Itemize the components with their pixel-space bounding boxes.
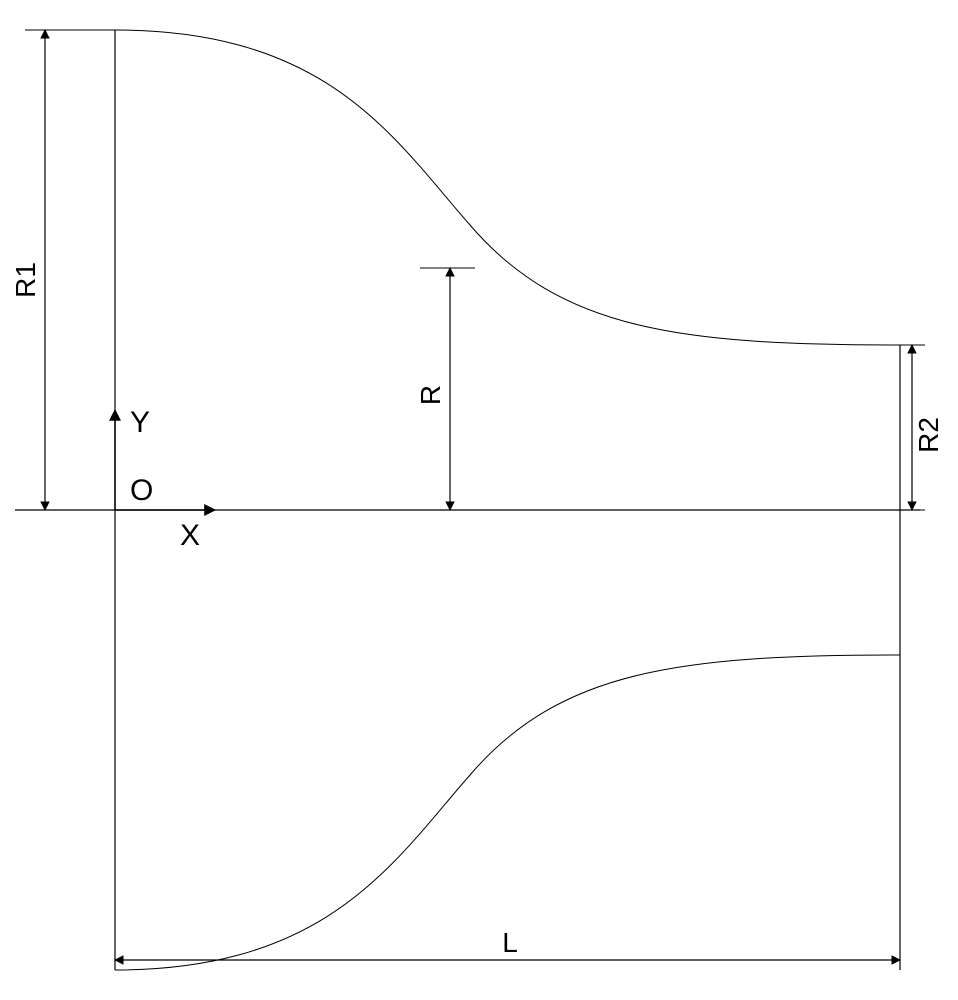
label-r: R: [415, 385, 446, 405]
label-l: L: [502, 927, 518, 958]
label-r2: R2: [913, 417, 944, 453]
label-y: Y: [130, 406, 150, 439]
lower-profile-curve: [115, 655, 900, 970]
upper-profile-curve: [115, 30, 900, 345]
label-x: X: [180, 519, 200, 552]
label-r1: R1: [10, 262, 41, 298]
engineering-diagram: R1 R2 R L Y X O: [0, 0, 958, 1000]
label-o: O: [130, 474, 153, 507]
